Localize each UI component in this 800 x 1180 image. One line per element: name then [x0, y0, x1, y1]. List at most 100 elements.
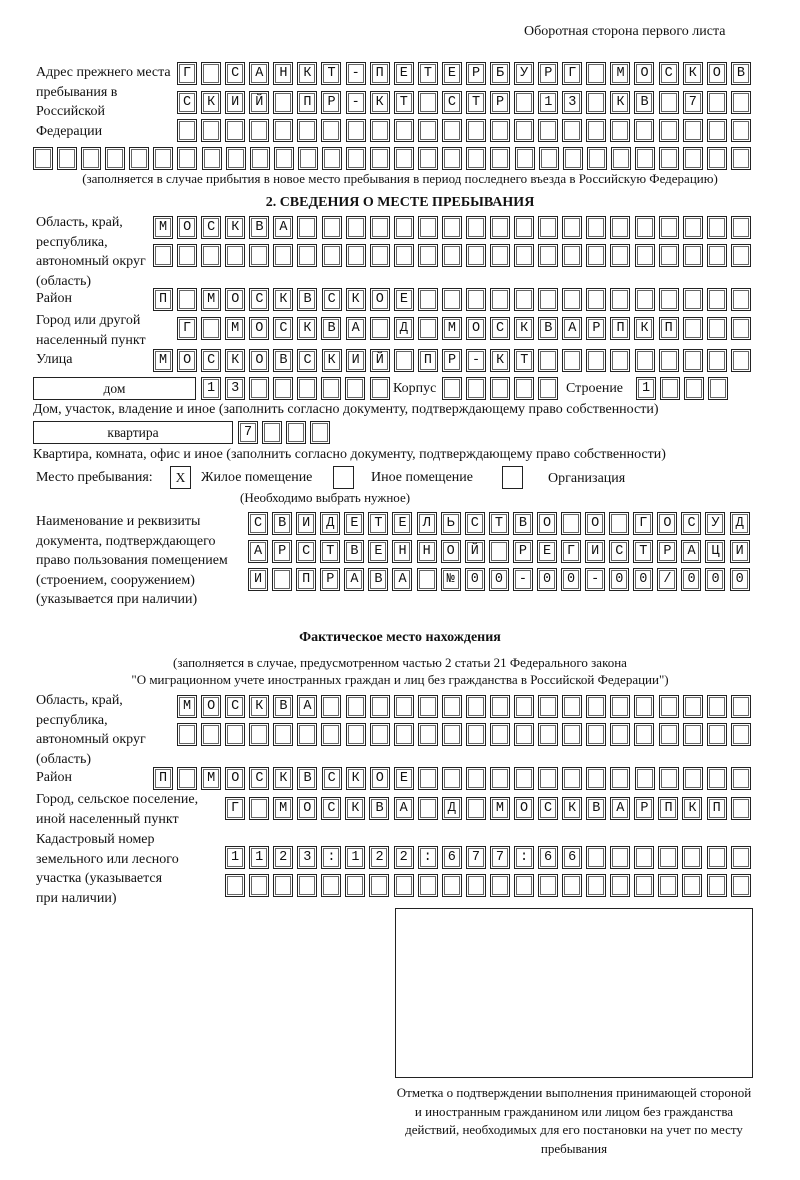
char-cell[interactable]	[249, 244, 270, 267]
char-cell[interactable]	[441, 62, 462, 85]
char-cell[interactable]	[297, 377, 318, 400]
char-cell[interactable]	[682, 349, 703, 372]
char-cell[interactable]	[153, 288, 173, 311]
char-cell[interactable]	[201, 767, 222, 790]
char-cell[interactable]	[249, 846, 270, 869]
char-cell[interactable]	[321, 695, 342, 718]
char-cell[interactable]	[586, 797, 607, 820]
char-cell[interactable]	[658, 695, 679, 718]
char-cell[interactable]	[321, 797, 342, 820]
char-cell[interactable]	[248, 540, 268, 563]
char-cell[interactable]	[249, 695, 270, 718]
char-cell[interactable]	[585, 540, 606, 563]
char-cell[interactable]	[321, 767, 342, 790]
char-cell[interactable]	[586, 874, 607, 897]
char-cell[interactable]	[296, 512, 317, 535]
char-cell[interactable]	[465, 723, 486, 746]
char-cell[interactable]	[369, 288, 390, 311]
char-cell[interactable]	[466, 349, 487, 372]
cadastral-row-2[interactable]	[225, 874, 755, 897]
char-cell[interactable]	[440, 540, 461, 563]
char-cell[interactable]	[441, 874, 462, 897]
char-cell[interactable]	[633, 512, 654, 535]
char-cell[interactable]	[512, 568, 533, 591]
char-cell[interactable]	[706, 797, 727, 820]
char-cell[interactable]	[225, 349, 246, 372]
char-cell[interactable]	[321, 349, 342, 372]
char-cell[interactable]	[610, 874, 631, 897]
char-cell[interactable]	[368, 540, 389, 563]
char-cell[interactable]	[392, 512, 413, 535]
char-cell[interactable]	[489, 797, 510, 820]
char-cell[interactable]	[466, 244, 487, 267]
char-cell[interactable]	[681, 512, 702, 535]
char-cell[interactable]	[369, 797, 390, 820]
char-cell[interactable]	[225, 695, 246, 718]
char-cell[interactable]	[273, 797, 294, 820]
char-cell[interactable]	[538, 846, 559, 869]
char-cell[interactable]	[682, 119, 703, 142]
char-cell[interactable]	[633, 568, 654, 591]
char-cell[interactable]	[538, 695, 559, 718]
char-cell[interactable]	[177, 695, 197, 718]
char-cell[interactable]	[273, 244, 294, 267]
char-cell[interactable]	[562, 349, 583, 372]
stroenie-row[interactable]: 1	[636, 377, 732, 400]
char-cell[interactable]	[321, 723, 342, 746]
char-cell[interactable]	[297, 62, 318, 85]
city-row[interactable]: Г МОСКВА Д МОСКВАРПКП	[177, 317, 755, 340]
char-cell[interactable]	[538, 349, 559, 372]
char-cell[interactable]	[370, 147, 391, 170]
char-cell[interactable]	[658, 91, 679, 114]
char-cell[interactable]	[682, 317, 703, 340]
char-cell[interactable]	[514, 91, 535, 114]
char-cell[interactable]	[225, 874, 245, 897]
char-cell[interactable]	[345, 288, 366, 311]
char-cell[interactable]	[201, 62, 222, 85]
char-cell[interactable]	[636, 377, 656, 400]
char-cell[interactable]	[658, 874, 679, 897]
char-cell[interactable]	[369, 317, 390, 340]
char-cell[interactable]	[682, 91, 703, 114]
char-cell[interactable]	[610, 62, 631, 85]
char-cell[interactable]	[465, 797, 486, 820]
char-cell[interactable]	[272, 512, 293, 535]
char-cell[interactable]	[657, 540, 678, 563]
flat-type-field[interactable]: квартира	[33, 421, 233, 444]
char-cell[interactable]	[345, 797, 366, 820]
char-cell[interactable]	[310, 421, 331, 444]
char-cell[interactable]	[441, 288, 462, 311]
char-cell[interactable]	[634, 797, 655, 820]
char-cell[interactable]	[153, 244, 173, 267]
char-cell[interactable]	[658, 767, 679, 790]
char-cell[interactable]	[659, 147, 680, 170]
char-cell[interactable]	[369, 216, 390, 239]
char-cell[interactable]	[273, 723, 294, 746]
char-cell[interactable]	[417, 317, 438, 340]
char-cell[interactable]	[610, 723, 631, 746]
previous-address-row-2[interactable]: СКИЙ ПР-КТ СТР 13 КВ 7	[177, 91, 755, 114]
char-cell[interactable]	[730, 349, 751, 372]
char-cell[interactable]	[249, 317, 270, 340]
char-cell[interactable]	[417, 695, 438, 718]
char-cell[interactable]	[634, 91, 655, 114]
char-cell[interactable]	[466, 147, 487, 170]
char-cell[interactable]	[490, 244, 511, 267]
char-cell[interactable]	[81, 147, 102, 170]
char-cell[interactable]	[706, 723, 727, 746]
residential-checkbox[interactable]: X	[170, 466, 191, 489]
char-cell[interactable]	[273, 147, 294, 170]
district-row[interactable]: П МОСКВСКОЕ	[153, 288, 755, 311]
char-cell[interactable]	[393, 767, 414, 790]
char-cell[interactable]	[490, 767, 511, 790]
char-cell[interactable]	[730, 91, 751, 114]
char-cell[interactable]	[610, 119, 631, 142]
char-cell[interactable]	[369, 377, 390, 400]
char-cell[interactable]	[273, 216, 294, 239]
char-cell[interactable]	[681, 568, 702, 591]
char-cell[interactable]	[369, 846, 390, 869]
char-cell[interactable]	[706, 317, 727, 340]
char-cell[interactable]	[273, 317, 294, 340]
char-cell[interactable]	[490, 317, 511, 340]
char-cell[interactable]	[249, 119, 270, 142]
